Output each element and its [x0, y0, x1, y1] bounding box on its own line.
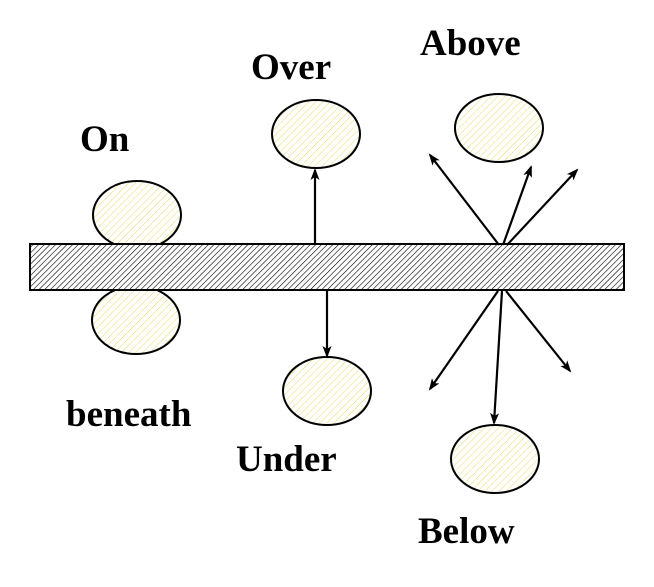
label-under: Under: [236, 438, 337, 481]
ellipse-above: [455, 94, 543, 162]
ellipse-over: [272, 100, 360, 168]
arrow-above-left: [430, 155, 499, 245]
ellipse-beneath: [92, 286, 180, 354]
label-above: Above: [420, 22, 521, 65]
arrow-below-mid: [494, 291, 502, 423]
label-beneath: beneath: [66, 393, 191, 436]
label-on: On: [80, 118, 129, 161]
label-below: Below: [418, 510, 515, 553]
bar: [30, 244, 624, 290]
arrow-below-right: [506, 291, 570, 371]
arrow-below-left: [430, 291, 498, 389]
ellipse-below: [451, 425, 539, 493]
label-over: Over: [251, 46, 331, 89]
ellipse-on: [93, 181, 181, 249]
ellipse-under: [283, 357, 371, 425]
